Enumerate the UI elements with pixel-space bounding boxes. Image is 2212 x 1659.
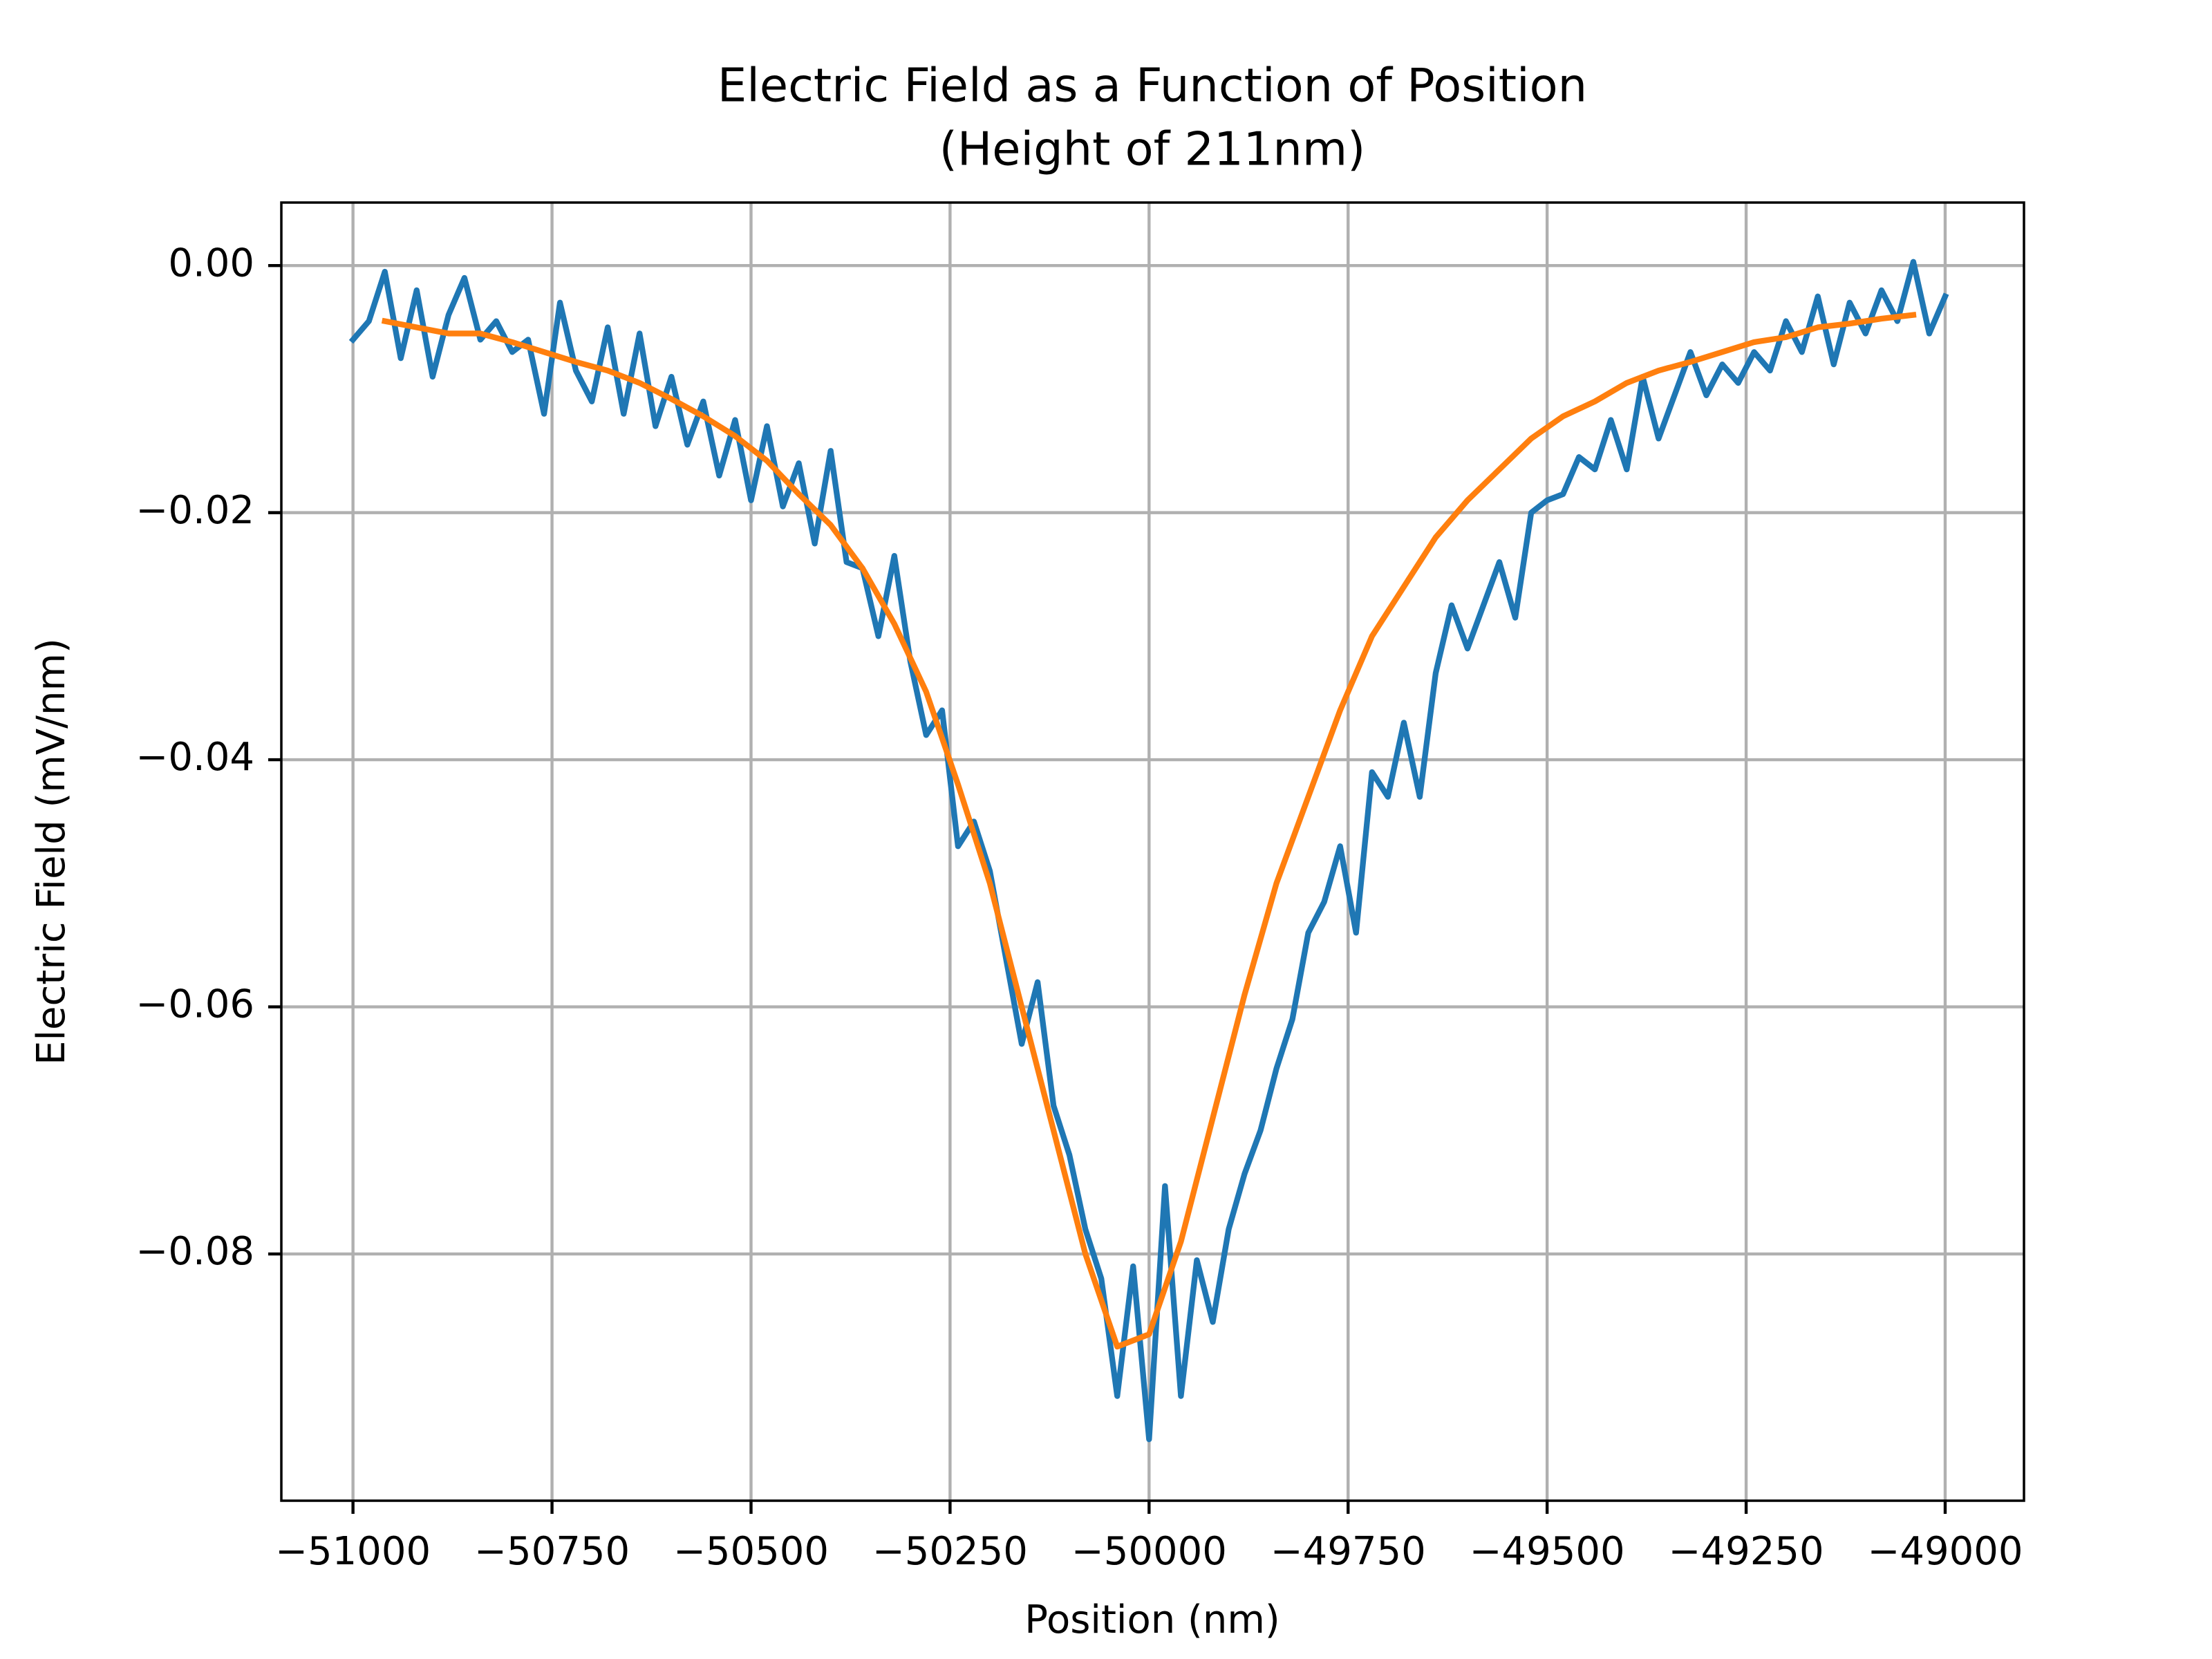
chart-title: Electric Field as a Function of Position — [718, 59, 1587, 113]
x-tick-label: −50000 — [1071, 1529, 1227, 1574]
y-tick-label: 0.00 — [168, 241, 254, 285]
x-tick-label: −51000 — [275, 1529, 431, 1574]
x-axis-label: Position (nm) — [1024, 1597, 1280, 1642]
data-line — [381, 312, 1917, 1350]
x-tick-label: −49500 — [1470, 1529, 1625, 1574]
x-tick-label: −50750 — [474, 1529, 630, 1574]
axes-frame — [280, 201, 2025, 1502]
y-tick-label: −0.02 — [135, 488, 254, 533]
x-tick-label: −50250 — [872, 1529, 1028, 1574]
ticks: −51000 −50750 −50500 −50250 −50000 −49750 −495… — [135, 241, 2023, 1574]
y-tick-label: −0.08 — [135, 1229, 254, 1274]
y-tick-label: −0.04 — [135, 735, 254, 780]
x-tick-label: −49250 — [1669, 1529, 1824, 1574]
x-tick-label: −49000 — [1867, 1529, 2023, 1574]
x-tick-label: −50500 — [673, 1529, 829, 1574]
plot-area — [348, 259, 1949, 1443]
chart-subtitle: (Height of 211nm) — [939, 122, 1366, 176]
y-axis-label: Electric Field (mV/nm) — [29, 638, 74, 1065]
x-tick-label: −49750 — [1271, 1529, 1426, 1574]
grid — [281, 203, 2024, 1501]
y-tick-label: −0.06 — [135, 982, 254, 1027]
data-line — [348, 259, 1949, 1443]
